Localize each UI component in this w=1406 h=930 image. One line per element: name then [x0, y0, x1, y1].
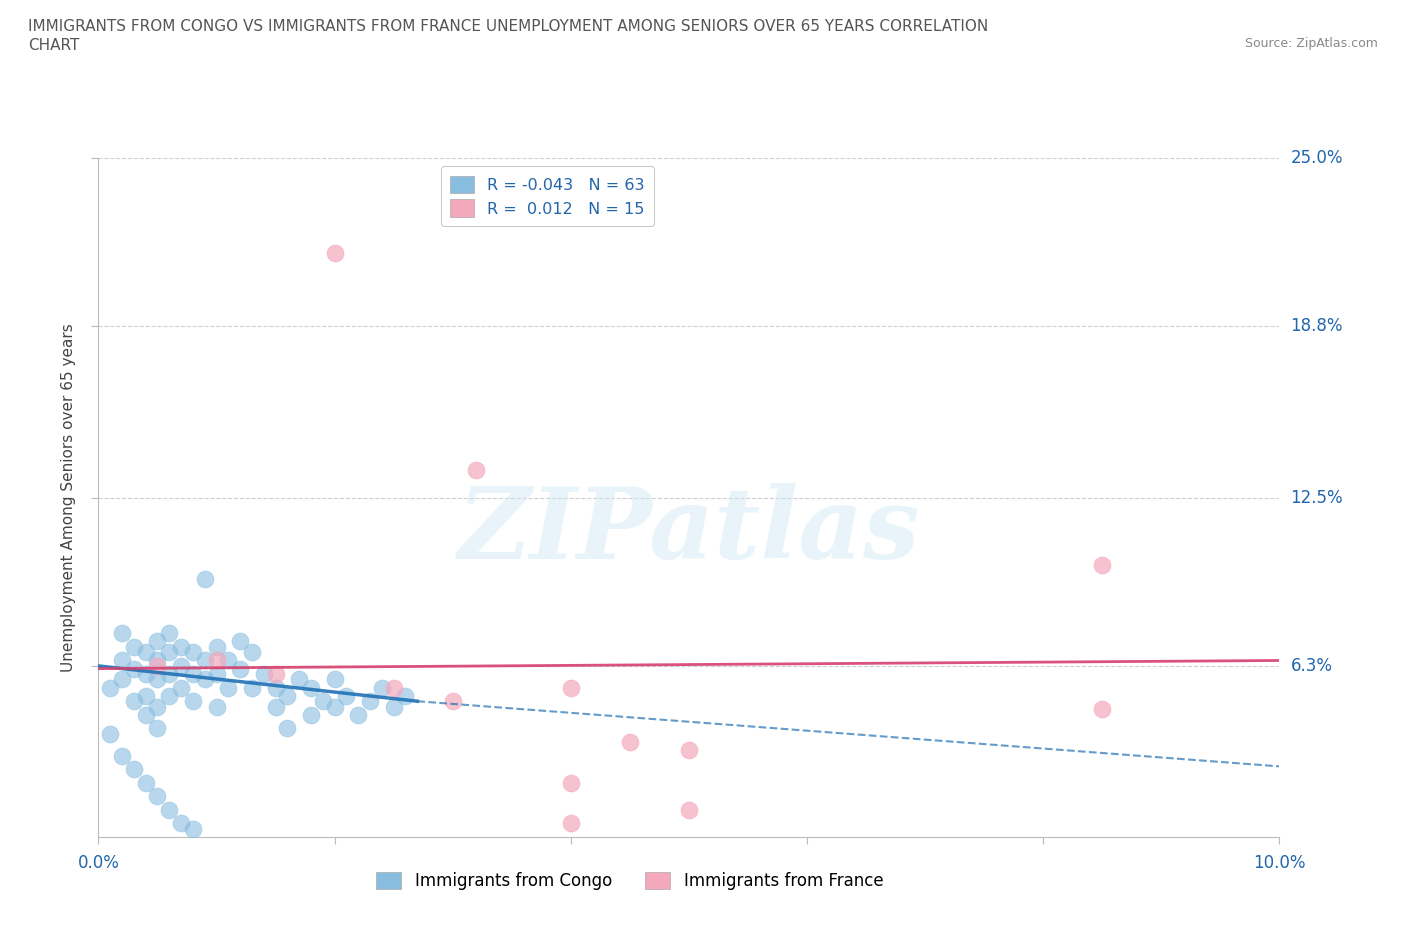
Point — [181, 644, 204, 659]
Point — [146, 672, 169, 687]
Point — [194, 572, 217, 587]
Point — [157, 688, 180, 703]
Text: 12.5%: 12.5% — [1291, 488, 1343, 507]
Legend: Immigrants from Congo, Immigrants from France: Immigrants from Congo, Immigrants from F… — [370, 865, 890, 897]
Point — [135, 776, 157, 790]
Point — [299, 680, 322, 695]
Point — [146, 658, 169, 673]
Point — [323, 672, 346, 687]
Point — [205, 667, 228, 682]
Point — [135, 667, 157, 682]
Text: 0.0%: 0.0% — [77, 854, 120, 871]
Point — [276, 688, 298, 703]
Point — [335, 688, 357, 703]
Point — [122, 661, 145, 676]
Point — [678, 743, 700, 758]
Point — [122, 694, 145, 709]
Point — [181, 667, 204, 682]
Point — [299, 708, 322, 723]
Point — [170, 680, 193, 695]
Point — [217, 653, 239, 668]
Point — [135, 688, 157, 703]
Point — [560, 680, 582, 695]
Point — [217, 680, 239, 695]
Point — [194, 653, 217, 668]
Point — [229, 634, 252, 649]
Point — [135, 644, 157, 659]
Point — [146, 699, 169, 714]
Point — [122, 762, 145, 777]
Point — [111, 748, 134, 763]
Point — [560, 816, 582, 830]
Point — [240, 680, 263, 695]
Point — [111, 626, 134, 641]
Point — [157, 644, 180, 659]
Point — [170, 658, 193, 673]
Text: 25.0%: 25.0% — [1291, 149, 1343, 167]
Y-axis label: Unemployment Among Seniors over 65 years: Unemployment Among Seniors over 65 years — [60, 324, 76, 671]
Point — [264, 680, 287, 695]
Point — [157, 667, 180, 682]
Point — [170, 816, 193, 830]
Point — [157, 803, 180, 817]
Point — [678, 803, 700, 817]
Point — [146, 721, 169, 736]
Text: ZIPatlas: ZIPatlas — [458, 484, 920, 579]
Point — [170, 640, 193, 655]
Point — [157, 626, 180, 641]
Point — [253, 667, 276, 682]
Point — [146, 653, 169, 668]
Point — [205, 653, 228, 668]
Point — [382, 680, 405, 695]
Text: 10.0%: 10.0% — [1253, 854, 1306, 871]
Point — [312, 694, 335, 709]
Point — [347, 708, 370, 723]
Point — [276, 721, 298, 736]
Point — [205, 699, 228, 714]
Point — [465, 463, 488, 478]
Point — [181, 694, 204, 709]
Point — [98, 726, 121, 741]
Point — [394, 688, 416, 703]
Point — [146, 634, 169, 649]
Point — [1091, 702, 1114, 717]
Point — [264, 699, 287, 714]
Point — [122, 640, 145, 655]
Text: IMMIGRANTS FROM CONGO VS IMMIGRANTS FROM FRANCE UNEMPLOYMENT AMONG SENIORS OVER : IMMIGRANTS FROM CONGO VS IMMIGRANTS FROM… — [28, 19, 988, 53]
Point — [288, 672, 311, 687]
Point — [323, 699, 346, 714]
Point — [264, 667, 287, 682]
Point — [240, 644, 263, 659]
Point — [619, 735, 641, 750]
Point — [98, 680, 121, 695]
Point — [194, 672, 217, 687]
Point — [111, 672, 134, 687]
Point — [323, 246, 346, 260]
Point — [382, 699, 405, 714]
Point — [441, 694, 464, 709]
Point — [205, 640, 228, 655]
Point — [1091, 558, 1114, 573]
Point — [560, 776, 582, 790]
Text: 18.8%: 18.8% — [1291, 317, 1343, 336]
Point — [146, 789, 169, 804]
Point — [181, 821, 204, 836]
Point — [135, 708, 157, 723]
Point — [229, 661, 252, 676]
Text: 6.3%: 6.3% — [1291, 657, 1333, 675]
Point — [371, 680, 394, 695]
Point — [111, 653, 134, 668]
Text: Source: ZipAtlas.com: Source: ZipAtlas.com — [1244, 37, 1378, 50]
Point — [359, 694, 381, 709]
